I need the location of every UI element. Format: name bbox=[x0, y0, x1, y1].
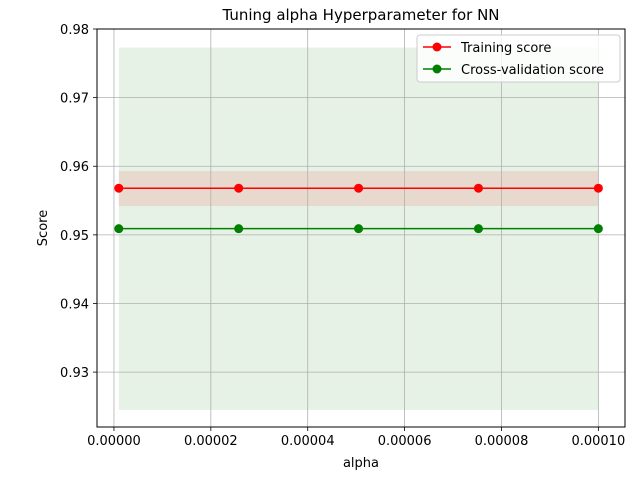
x-tick-label: 0.00004 bbox=[281, 434, 335, 449]
y-tick-label: 0.97 bbox=[60, 92, 89, 107]
x-axis-ticks: 0.00000 0.00002 0.00004 0.00006 0.00008 0.000… bbox=[87, 427, 625, 449]
y-axis-label: Score bbox=[36, 210, 51, 246]
data-point-training-score bbox=[593, 183, 603, 193]
plot-frame bbox=[96, 28, 626, 428]
y-axis-ticks: 0.93 0.94 0.95 0.96 0.97 0.98 bbox=[60, 23, 97, 381]
x-tick-label: 0.00006 bbox=[378, 434, 432, 449]
legend-box bbox=[416, 34, 621, 83]
data-point-training-score bbox=[114, 183, 124, 193]
legend: Training score Cross-validation score bbox=[416, 34, 621, 83]
x-tick-label: 0.00002 bbox=[184, 434, 238, 449]
data-point-training-score bbox=[473, 183, 483, 193]
data-point-cross-validation-score bbox=[593, 224, 603, 234]
y-tick-label: 0.93 bbox=[60, 366, 89, 381]
data-point-cross-validation-score bbox=[234, 224, 244, 234]
y-tick-label: 0.98 bbox=[60, 23, 89, 38]
data-point-training-score bbox=[234, 183, 244, 193]
y-tick-label: 0.94 bbox=[60, 297, 89, 312]
x-tick-label: 0.00000 bbox=[87, 434, 141, 449]
legend-marker bbox=[432, 64, 442, 74]
chart-title: Tuning alpha Hyperparameter for NN bbox=[221, 6, 499, 24]
series-layer bbox=[114, 183, 603, 234]
data-point-cross-validation-score bbox=[114, 224, 124, 234]
x-axis-label: alpha bbox=[343, 456, 379, 471]
y-tick-label: 0.96 bbox=[60, 160, 89, 175]
y-tick-label: 0.95 bbox=[60, 229, 89, 244]
data-point-cross-validation-score bbox=[473, 224, 483, 234]
legend-label: Cross-validation score bbox=[461, 63, 604, 78]
data-point-training-score bbox=[354, 183, 364, 193]
data-point-cross-validation-score bbox=[354, 224, 364, 234]
legend-marker bbox=[432, 42, 442, 52]
x-tick-label: 0.00008 bbox=[475, 434, 529, 449]
x-tick-label: 0.00010 bbox=[571, 434, 625, 449]
legend-label: Training score bbox=[460, 41, 551, 56]
